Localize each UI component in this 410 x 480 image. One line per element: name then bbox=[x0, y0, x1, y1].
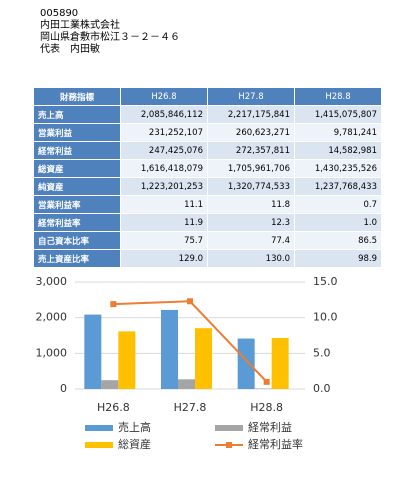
code: 005890 bbox=[40, 8, 79, 19]
table-row: 純資産 1,223,201,253 1,320,774,533 1,237,768,4… bbox=[33, 177, 382, 196]
y2-tick-label: 5.0 bbox=[313, 346, 331, 359]
y2-tick-label: 10.0 bbox=[313, 311, 338, 324]
table-cell: 純資産 bbox=[33, 177, 121, 196]
line-marker bbox=[187, 298, 193, 305]
table-cell: H28.8 bbox=[294, 87, 382, 106]
table-row: 自己資本比率 75.7 77.4 86.5 bbox=[33, 231, 382, 250]
bar bbox=[101, 380, 119, 389]
y-tick-label: 3,000 bbox=[36, 275, 68, 288]
address: 岡山県倉敷市松江３－２－４６ bbox=[40, 32, 180, 43]
table-row: 営業利益 231,252,107 260,623,271 9,781,241 bbox=[33, 123, 382, 142]
bar bbox=[84, 314, 102, 389]
table-cell: 営業利益 bbox=[33, 123, 121, 142]
table-row: 総資産 1,616,418,079 1,705,961,706 1,430,235,5… bbox=[33, 159, 382, 178]
representative: 代表 内田敏 bbox=[40, 44, 100, 55]
table-cell: 75.7 bbox=[120, 231, 208, 250]
legend-swatch bbox=[215, 425, 243, 431]
table-cell: 売上資産比率 bbox=[33, 249, 121, 268]
line-marker bbox=[263, 378, 270, 385]
table-cell: H26.8 bbox=[120, 87, 208, 106]
table-cell: 231,252,107 bbox=[120, 123, 208, 142]
table-cell: 1,320,774,533 bbox=[207, 177, 295, 196]
bar bbox=[178, 379, 195, 389]
legend-marker bbox=[226, 442, 232, 448]
y-tick-label: 2,000 bbox=[36, 311, 68, 324]
table-cell: 77.4 bbox=[207, 231, 295, 250]
table-cell: 売上高 bbox=[33, 105, 121, 124]
table-cell: 自己資本比率 bbox=[33, 231, 121, 250]
legend-label: 経常利益率 bbox=[248, 437, 303, 451]
table-cell: 272,357,811 bbox=[207, 141, 295, 160]
table-cell: 1,430,235,526 bbox=[294, 159, 382, 178]
table-cell: 1,237,768,433 bbox=[294, 177, 382, 196]
table-cell: 9,781,241 bbox=[294, 123, 382, 142]
bar bbox=[161, 309, 178, 389]
legend-label: 経常利益 bbox=[248, 420, 292, 434]
legend-swatch bbox=[85, 425, 113, 431]
y-tick-label: 0 bbox=[60, 382, 67, 395]
line-marker bbox=[110, 301, 117, 308]
table-cell: 11.1 bbox=[120, 195, 208, 214]
table-cell: 129.0 bbox=[120, 249, 208, 268]
x-tick-label: H28.8 bbox=[250, 401, 283, 414]
table-cell: 98.9 bbox=[294, 249, 382, 268]
table-cell: 1.0 bbox=[294, 213, 382, 232]
x-tick-label: H27.8 bbox=[174, 401, 207, 414]
y2-tick-label: 15.0 bbox=[313, 275, 338, 288]
bar bbox=[195, 328, 212, 389]
table-cell: 260,623,271 bbox=[207, 123, 295, 142]
header: 005890 内田工業株式会社 岡山県倉敷市松江３－２－４６ 代表 内田敏 bbox=[40, 8, 180, 56]
table-cell: 1,705,961,706 bbox=[207, 159, 295, 178]
legend-label: 総資産 bbox=[118, 437, 151, 451]
table-cell: 130.0 bbox=[207, 249, 295, 268]
legend-swatch bbox=[85, 442, 113, 448]
bar bbox=[118, 331, 136, 389]
legend-label: 売上高 bbox=[118, 420, 151, 434]
table-cell: 2,217,175,841 bbox=[207, 105, 295, 124]
bar bbox=[254, 388, 272, 389]
y-tick-label: 1,000 bbox=[36, 346, 68, 359]
table-cell: 財務指標 bbox=[33, 87, 121, 106]
table-cell: 0.7 bbox=[294, 195, 382, 214]
y2-tick-label: 0.0 bbox=[313, 382, 331, 395]
x-tick-label: H26.8 bbox=[97, 401, 130, 414]
table-cell: 86.5 bbox=[294, 231, 382, 250]
company: 内田工業株式会社 bbox=[40, 20, 120, 31]
table-row: 経常利益率 11.9 12.3 1.0 bbox=[33, 213, 382, 232]
table-row: 経常利益 247,425,076 272,357,811 14,582,981 bbox=[33, 141, 382, 160]
financial-table: 財務指標 H26.8 H27.8 H28.8 売上高 2,085,846,112 2,217… bbox=[33, 87, 382, 268]
table-cell: 14,582,981 bbox=[294, 141, 382, 160]
table-row: 売上資産比率 129.0 130.0 98.9 bbox=[33, 249, 382, 268]
bar bbox=[237, 338, 255, 389]
bar bbox=[271, 337, 289, 389]
